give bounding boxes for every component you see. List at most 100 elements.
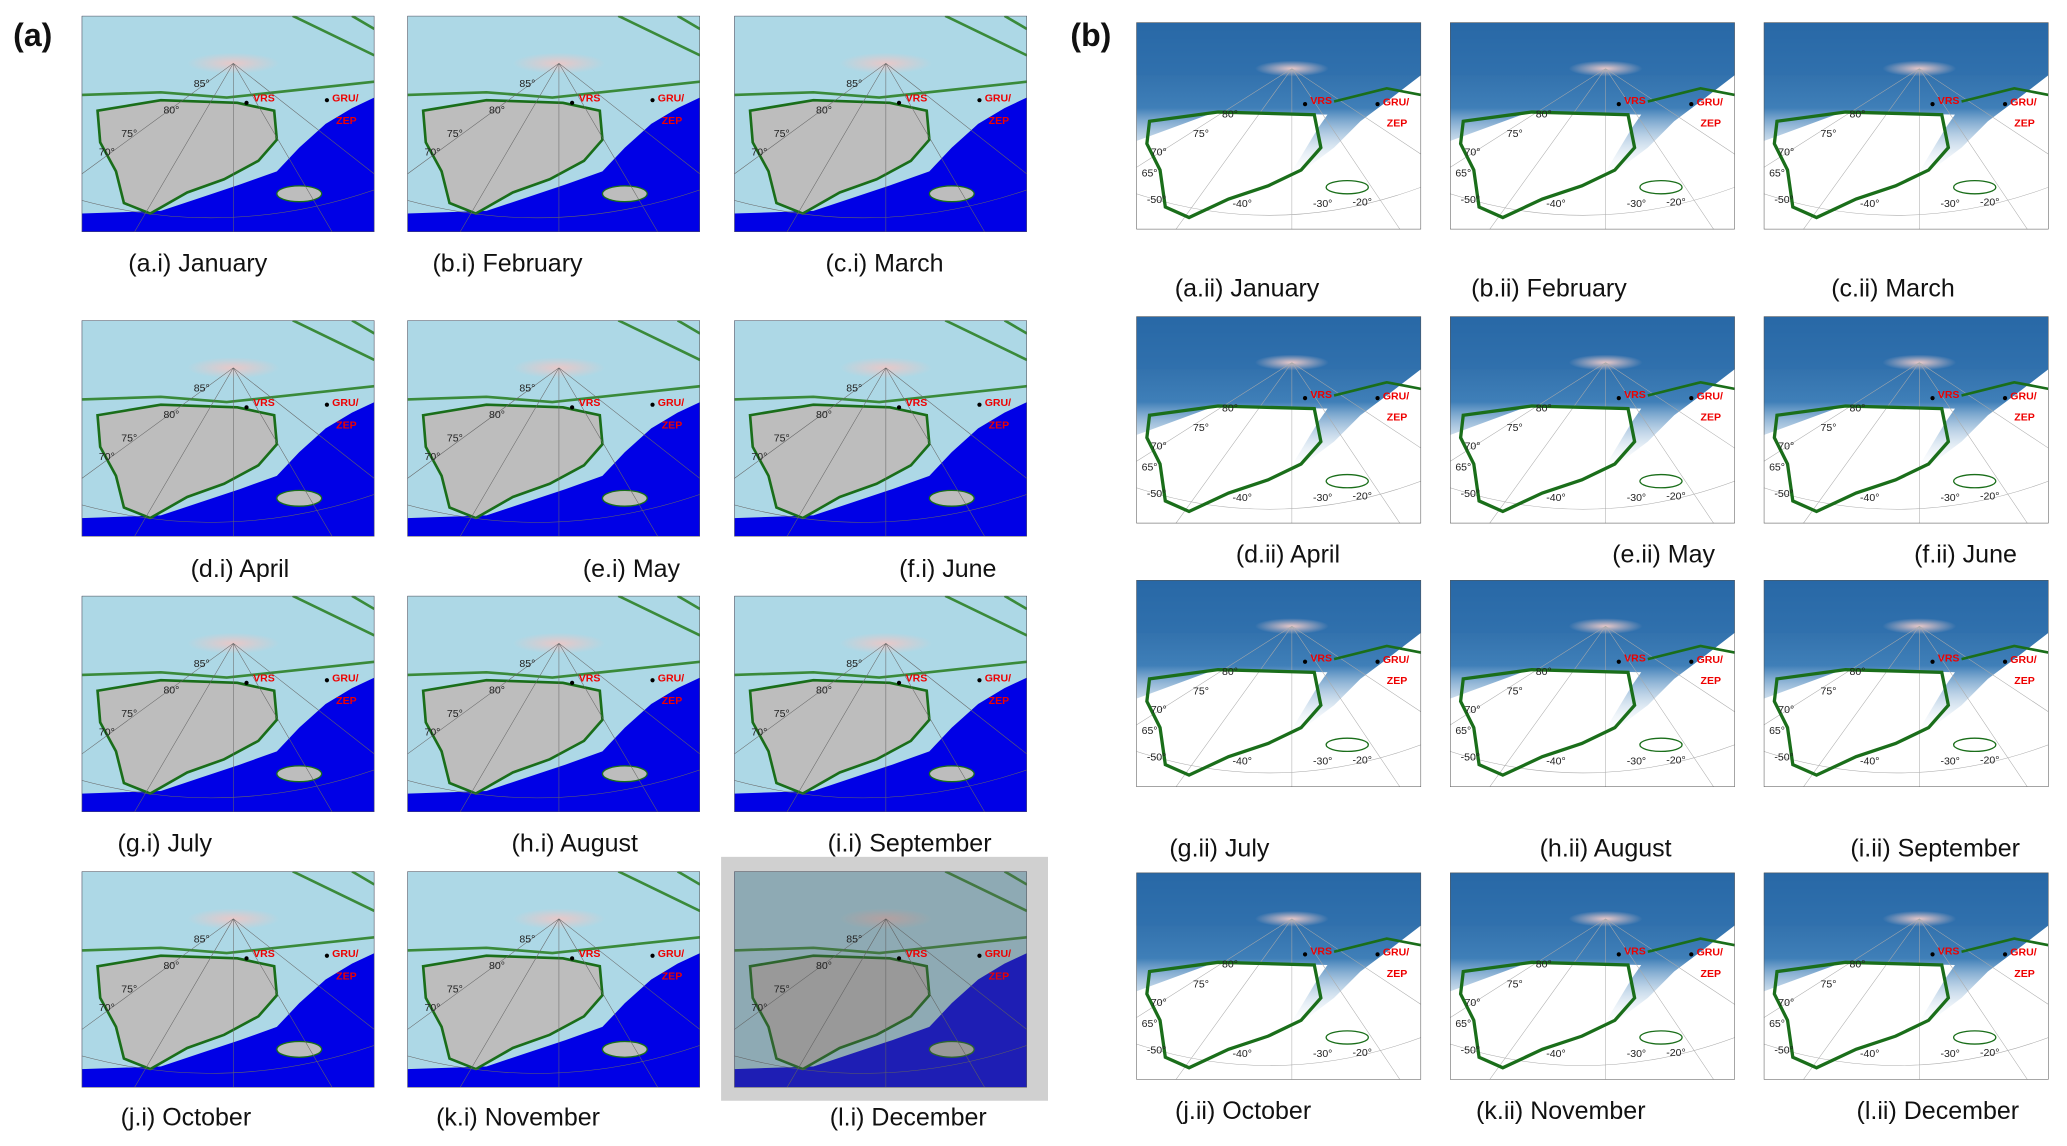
map: 80° 75° 70° 65° -50° -40° -30° -20° VRS GRU/ZEP [1450, 872, 1735, 1080]
station-label: GRU/ [658, 93, 684, 105]
station-label: VRS [906, 93, 928, 105]
lat-label: 80° [1222, 959, 1238, 971]
map: 85° 80° 75° 70° VRS GRU/ZEP [407, 320, 700, 537]
lat-label: 85° [519, 934, 535, 946]
map-base [81, 15, 375, 233]
lat-label: 70° [1778, 441, 1794, 453]
map-base [1763, 22, 2049, 230]
lat-label: 75° [1193, 686, 1209, 698]
lat-label: 75° [1820, 978, 1836, 990]
station-dot [896, 956, 902, 961]
lon-label: -40° [1546, 198, 1565, 210]
lat-label: 70° [1151, 704, 1167, 716]
map-base [1450, 22, 1735, 230]
lat-label: 75° [1820, 422, 1836, 434]
lat-label: 80° [816, 960, 832, 972]
lat-label: 75° [1507, 978, 1523, 990]
map-base [1136, 872, 1422, 1080]
station-label: VRS [1938, 389, 1960, 401]
station-label: VRS [253, 673, 275, 685]
map: 80° 75° 70° 65° -50° -40° -30° -20° VRS GRU/ZEP [1450, 22, 1735, 230]
station-dot [2002, 659, 2008, 664]
lon-label: -40° [1546, 492, 1565, 504]
lat-label: 75° [121, 433, 137, 445]
station-label: ZEP [989, 419, 1009, 431]
map-caption: (k.ii) November [1476, 1097, 1645, 1125]
lat-label: 80° [163, 684, 179, 696]
station-dot [2002, 395, 2008, 401]
station-label: ZEP [662, 115, 682, 127]
lat-label: 70° [1778, 704, 1794, 716]
map-caption: (e.ii) May [1612, 541, 1715, 569]
lat-label: 80° [1222, 108, 1238, 120]
lon-label: -40° [1233, 1048, 1252, 1060]
station-label: GRU/ [985, 397, 1011, 409]
lon-label: -40° [1860, 492, 1879, 504]
map-base [81, 595, 375, 813]
lat-label: 65° [1769, 1018, 1785, 1030]
map: 85° 80° 75° 70° VRS GRU/ZEP [81, 15, 375, 233]
lat-label: 70° [1151, 997, 1167, 1009]
lon-label: -20° [1666, 754, 1685, 766]
lon-label: -50° [1147, 752, 1166, 764]
lat-label: 70° [1778, 147, 1794, 159]
map-caption: (k.i) November [436, 1104, 600, 1132]
lon-label: -30° [1627, 1048, 1646, 1060]
map-caption: (j.ii) October [1175, 1097, 1311, 1125]
lon-label: -50° [1461, 194, 1480, 206]
station-dot [1375, 659, 1380, 664]
lon-label: -50° [1461, 488, 1480, 500]
station-label: VRS [253, 93, 275, 105]
station-dot [1689, 102, 1694, 107]
station-label: VRS [906, 948, 928, 960]
station-dot [570, 680, 575, 685]
station-dot [896, 405, 902, 410]
map-base [1450, 580, 1735, 787]
map-base [1136, 22, 1422, 230]
station-dot [1930, 102, 1935, 107]
station-dot [1930, 952, 1935, 957]
lat-label: 80° [163, 104, 179, 116]
station-label: GRU/ [2010, 390, 2036, 402]
lat-label: 70° [751, 147, 767, 159]
lat-label: 65° [1455, 168, 1471, 180]
station-label: GRU/ [2010, 654, 2036, 666]
station-dot [1375, 395, 1380, 401]
station-dot [650, 953, 655, 958]
map-caption: (i.i) September [828, 829, 992, 857]
lat-label: 80° [1222, 666, 1238, 678]
lon-label: -20° [1980, 197, 1999, 209]
lon-label: -50° [1461, 752, 1480, 764]
station-dot [324, 953, 330, 958]
lon-label: -20° [1980, 754, 1999, 766]
station-dot [1302, 395, 1308, 401]
lat-label: 80° [163, 960, 179, 972]
station-dot [2002, 102, 2008, 107]
station-dot [1302, 102, 1308, 107]
station-label: VRS [1624, 945, 1646, 957]
station-dot [324, 402, 330, 407]
lat-label: 85° [519, 78, 535, 90]
lat-label: 75° [121, 984, 137, 996]
station-label: VRS [579, 948, 601, 960]
station-dot [1689, 952, 1694, 957]
lat-label: 85° [846, 383, 862, 395]
map: 80° 75° 70° 65° -50° -40° -30° -20° VRS GRU/ZEP [1136, 580, 1422, 787]
lon-label: -30° [1627, 198, 1646, 210]
station-label: ZEP [1701, 118, 1721, 130]
lat-label: 80° [1222, 402, 1238, 414]
station-label: GRU/ [332, 397, 358, 409]
station-label: GRU/ [1697, 390, 1723, 402]
station-label: VRS [579, 93, 601, 105]
map-caption: (d.ii) April [1236, 541, 1340, 569]
lat-label: 70° [99, 727, 115, 739]
station-label: GRU/ [985, 673, 1011, 685]
lat-label: 70° [751, 1002, 767, 1014]
station-dot [977, 402, 982, 407]
lat-label: 70° [1465, 441, 1481, 453]
lat-label: 75° [774, 708, 790, 720]
station-label: GRU/ [658, 397, 684, 409]
station-label: GRU/ [332, 948, 358, 960]
map: 85° 80° 75° 70° VRS GRU/ZEP [81, 320, 375, 537]
